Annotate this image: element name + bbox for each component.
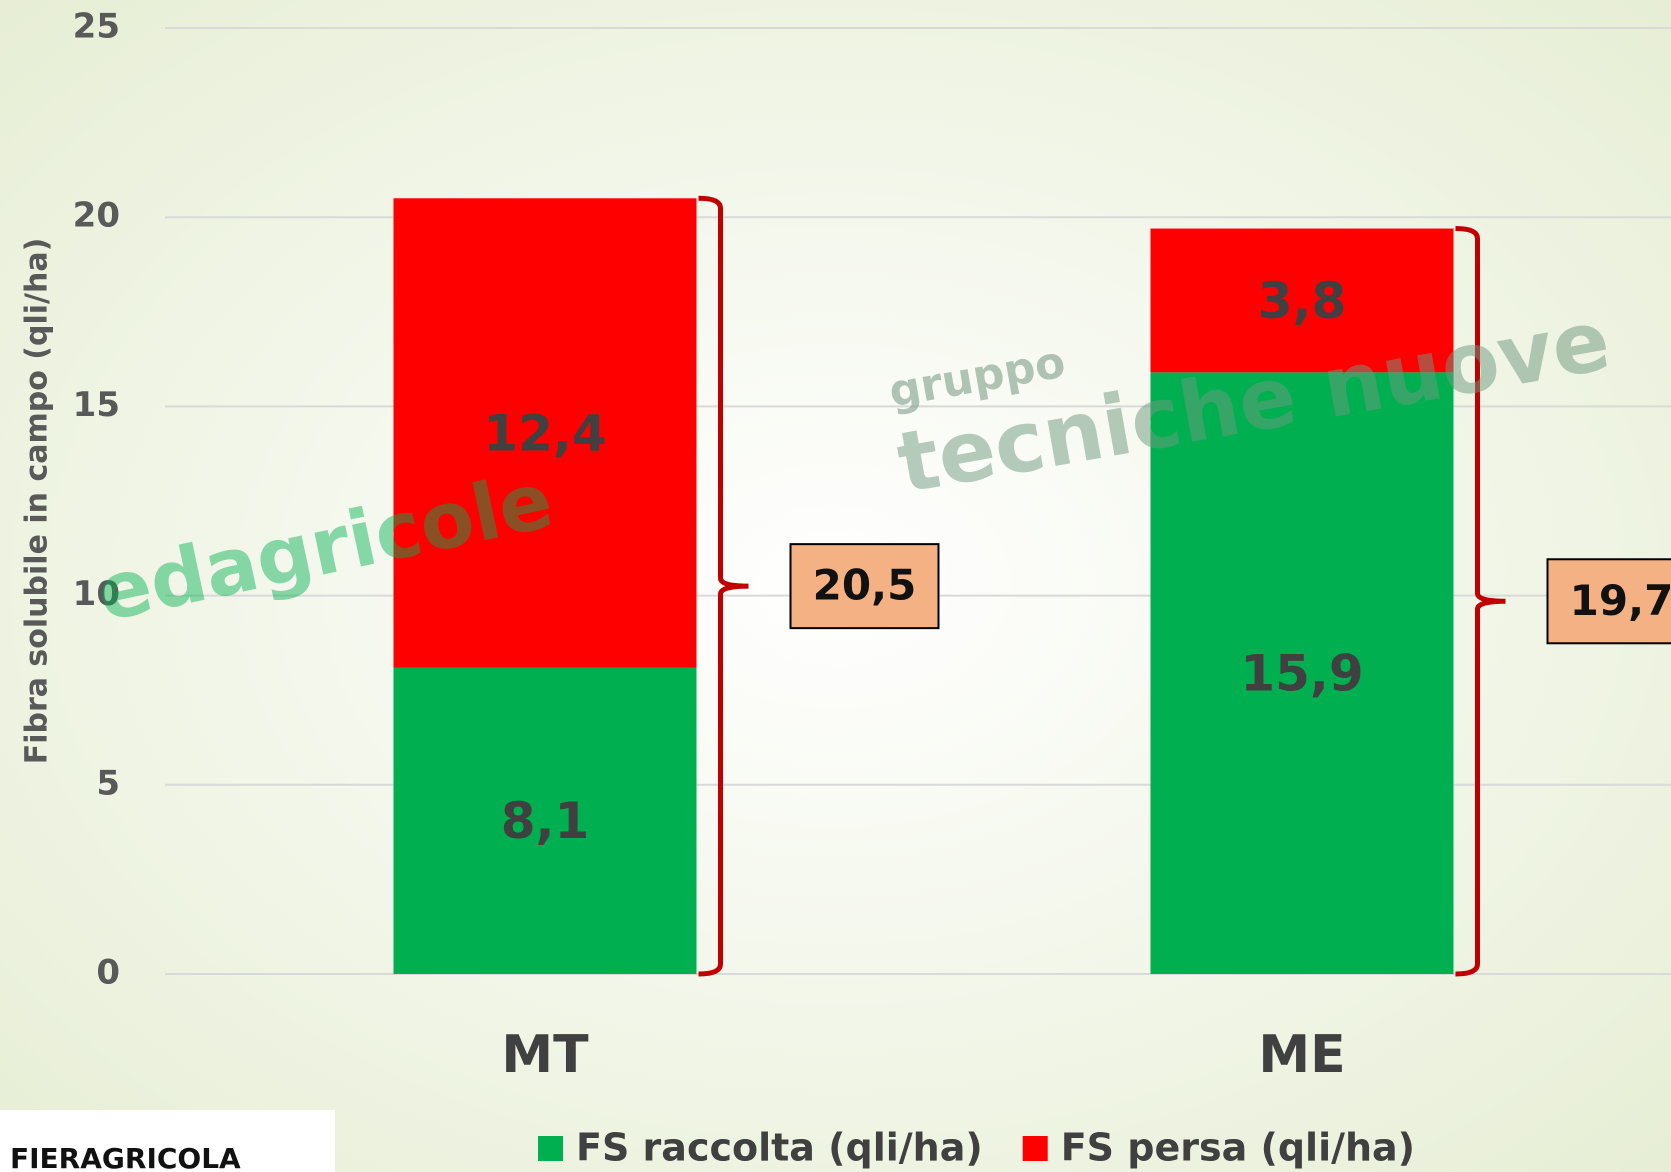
y-tick-label: 10 [73, 574, 120, 614]
total-bracket [1455, 226, 1506, 977]
data-label: 15,9 [1240, 645, 1363, 703]
data-label: 8,1 [501, 792, 590, 850]
y-tick-label: 20 [73, 196, 120, 236]
total-label: 19,7 [1570, 576, 1671, 625]
x-tick-label: MT [501, 1025, 589, 1085]
logo-box [0, 1110, 335, 1172]
bar-segment [1150, 372, 1454, 974]
plot: 0 5 10 15 20 25 8,1 12,4 MT 20,5 15,9 3,8 ME 19,7 FS r… [73, 7, 1671, 1170]
legend-swatch [538, 1136, 563, 1161]
y-tick-label: 5 [96, 763, 120, 803]
bar-segment [393, 667, 697, 974]
total-box [1546, 558, 1671, 645]
logo: FIERAGRICOLA [10, 1142, 241, 1172]
bar-segment [1150, 228, 1454, 373]
legend-label: FS persa (qli/ha) [1061, 1126, 1415, 1170]
data-label: 3,8 [1258, 272, 1347, 330]
y-axis-title: Fibra solubile in campo (qli/ha) [20, 238, 55, 765]
y-tick-label: 15 [73, 385, 120, 425]
total-bracket [698, 195, 749, 977]
legend-swatch [1022, 1136, 1048, 1161]
y-tick-label: 0 [96, 953, 120, 993]
total-box [789, 543, 940, 630]
y-tick-label: 25 [73, 7, 120, 47]
bar-segment [393, 198, 697, 668]
legend-label: FS raccolta (qli/ha) [576, 1126, 983, 1170]
total-label: 20,5 [813, 561, 917, 610]
data-label: 12,4 [483, 404, 606, 462]
x-tick-label: ME [1258, 1025, 1345, 1085]
